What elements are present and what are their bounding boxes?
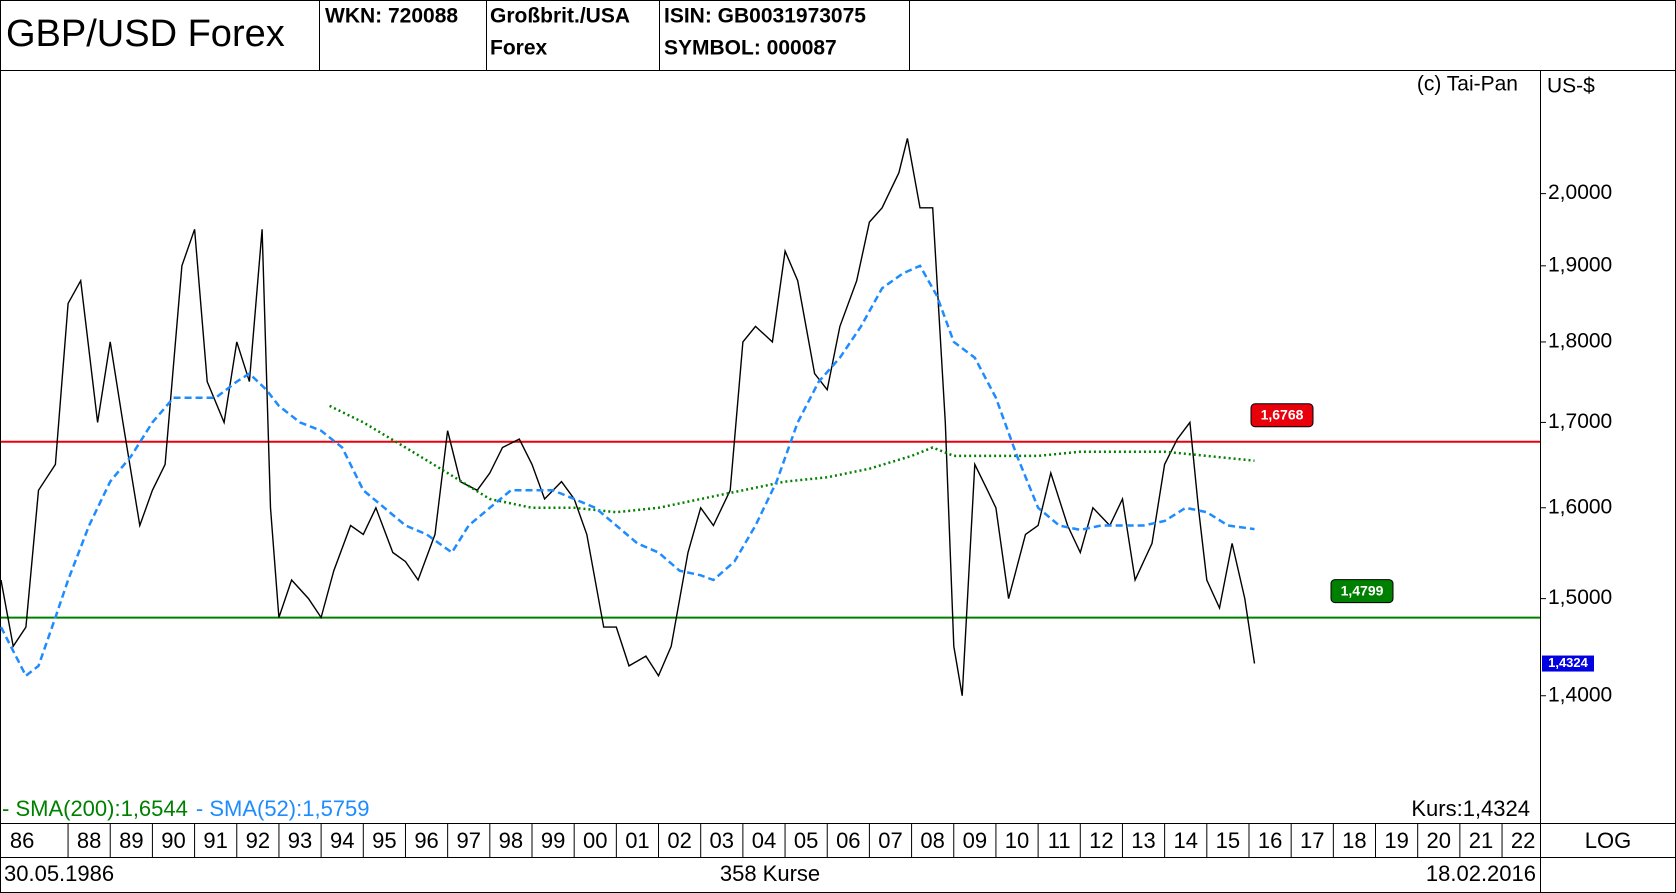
x-tick-label: 01 bbox=[625, 828, 649, 853]
y-tick-label: 1,7000 bbox=[1548, 410, 1612, 433]
x-tick-label: 07 bbox=[878, 828, 902, 853]
y-tick-label: 1,9000 bbox=[1548, 253, 1612, 276]
wkn: WKN: 720088 bbox=[325, 5, 458, 28]
x-tick-label: 96 bbox=[414, 828, 438, 853]
legend-entry: - SMA(52):1,5759 bbox=[196, 796, 370, 821]
y-unit: US-$ bbox=[1547, 75, 1595, 98]
y-tick-label: 1,5000 bbox=[1548, 586, 1612, 609]
x-tick-label: 22 bbox=[1511, 828, 1535, 853]
x-tick-label: 90 bbox=[161, 828, 185, 853]
level-label: 1,4799 bbox=[1341, 582, 1384, 598]
x-tick-label: 95 bbox=[372, 828, 396, 853]
x-tick-label: 86 bbox=[10, 828, 34, 853]
name-line: Forex bbox=[490, 37, 548, 60]
level-badge bbox=[1250, 403, 1314, 428]
price-line bbox=[0, 138, 1256, 696]
x-tick-label: 06 bbox=[836, 828, 860, 853]
x-tick-label: 89 bbox=[119, 828, 143, 853]
x-tick-label: 18 bbox=[1342, 828, 1366, 853]
y-tick-label: 1,8000 bbox=[1548, 329, 1612, 352]
last-price-badge bbox=[1542, 655, 1594, 672]
symbol: SYMBOL: 000087 bbox=[664, 37, 837, 60]
x-tick-label: 11 bbox=[1048, 828, 1071, 853]
x-tick-label: 04 bbox=[752, 828, 776, 853]
x-tick-label: 88 bbox=[77, 828, 101, 853]
x-tick-label: 92 bbox=[246, 828, 270, 853]
x-tick-label: 10 bbox=[1005, 828, 1029, 853]
sma-line bbox=[329, 404, 1255, 514]
level-label: 1,6768 bbox=[1261, 406, 1304, 422]
scale-label: LOG bbox=[1585, 828, 1631, 853]
chart-title: GBP/USD Forex bbox=[6, 13, 285, 55]
x-tick-label: 91 bbox=[203, 828, 227, 853]
x-tick-label: 16 bbox=[1258, 828, 1282, 853]
x-tick-label: 99 bbox=[541, 828, 565, 853]
isin: ISIN: GB0031973075 bbox=[664, 5, 866, 28]
legend-entry: Kurs:1,4324 bbox=[1411, 796, 1530, 821]
last-price-label: 1,4324 bbox=[1548, 655, 1589, 670]
x-tick-label: 15 bbox=[1216, 828, 1240, 853]
x-tick-label: 14 bbox=[1173, 828, 1197, 853]
y-tick-label: 2,0000 bbox=[1548, 181, 1612, 204]
x-tick-label: 03 bbox=[710, 828, 734, 853]
start-date: 30.05.1986 bbox=[4, 861, 114, 886]
x-tick-label: 97 bbox=[456, 828, 480, 853]
x-tick-label: 94 bbox=[330, 828, 354, 853]
count-label: 358 Kurse bbox=[720, 861, 820, 886]
legend-entry: - SMA(200):1,6544 bbox=[2, 796, 188, 821]
end-date: 18.02.2016 bbox=[1426, 861, 1536, 886]
x-tick-label: 93 bbox=[288, 828, 312, 853]
x-tick-label: 20 bbox=[1427, 828, 1451, 853]
x-tick-label: 02 bbox=[667, 828, 691, 853]
x-tick-label: 17 bbox=[1300, 828, 1324, 853]
x-tick-label: 19 bbox=[1384, 828, 1408, 853]
copyright: (c) Tai-Pan bbox=[1417, 73, 1518, 96]
x-tick-label: 00 bbox=[583, 828, 607, 853]
x-tick-label: 05 bbox=[794, 828, 818, 853]
x-tick-label: 12 bbox=[1089, 828, 1113, 853]
x-tick-label: 09 bbox=[963, 828, 987, 853]
sma-line bbox=[0, 264, 1255, 678]
level-badge bbox=[1330, 579, 1394, 604]
x-tick-label: 21 bbox=[1469, 828, 1493, 853]
y-tick-label: 1,4000 bbox=[1548, 683, 1612, 706]
name-line: Großbrit./USA bbox=[490, 5, 630, 28]
x-tick-label: 98 bbox=[499, 828, 523, 853]
x-tick-label: 13 bbox=[1131, 828, 1155, 853]
x-tick-label: 08 bbox=[920, 828, 944, 853]
y-tick-label: 1,6000 bbox=[1548, 495, 1612, 518]
